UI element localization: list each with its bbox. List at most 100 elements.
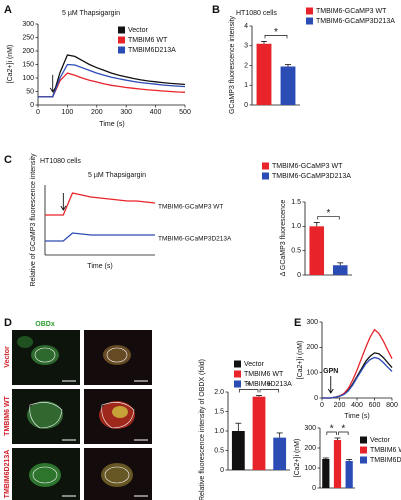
- y-tick-label: 4: [244, 23, 248, 30]
- x-tick-label: 300: [120, 109, 132, 116]
- line: [38, 72, 186, 98]
- line: [45, 192, 156, 216]
- significance-label: *: [274, 27, 278, 38]
- y-tick-label: 0.5: [291, 248, 301, 255]
- significance-bracket: [326, 431, 337, 435]
- legend-swatch: [306, 17, 313, 25]
- y-axis-label: GCaMP3 fluorescence intensity: [229, 15, 236, 114]
- legend-swatch: [234, 370, 241, 378]
- outline: [34, 347, 56, 363]
- y-tick-label: 0: [314, 395, 318, 402]
- cell: [112, 406, 128, 418]
- significance-label: *: [267, 381, 271, 392]
- bar: [256, 43, 272, 105]
- y-tick-label: 1.0: [291, 223, 301, 230]
- legend-swatch: [118, 46, 125, 54]
- y-tick-label: 200: [304, 445, 316, 452]
- y-tick-label: 2.0: [214, 389, 224, 396]
- legend-label: TMBIM6D213A: [128, 47, 176, 54]
- line: [322, 356, 393, 399]
- bar: [322, 459, 330, 488]
- outline: [101, 402, 135, 429]
- x-tick-label: 400: [150, 109, 162, 116]
- significance-bracket: [317, 216, 340, 220]
- outline: [106, 347, 128, 363]
- legend-swatch: [360, 456, 367, 464]
- bar: [231, 431, 245, 470]
- y-tick-label: 200: [22, 48, 34, 55]
- x-axis-label: Time (s): [99, 121, 124, 128]
- bar: [280, 66, 296, 105]
- bar: [273, 437, 287, 470]
- significance-label: *: [341, 424, 345, 435]
- line: [322, 352, 393, 399]
- y-tick-label: 1: [244, 82, 248, 89]
- significance-bracket: [338, 431, 349, 435]
- significance-bracket: [259, 389, 280, 393]
- y-axis-label: Δ GCaMP3 fluorescence: [280, 200, 287, 277]
- cell: [29, 463, 61, 487]
- x-tick-label: 100: [62, 109, 74, 116]
- row-label: Vector: [4, 346, 11, 368]
- bar: [345, 461, 353, 488]
- outline: [104, 466, 130, 484]
- row-label: TMBIM6 WT: [4, 395, 11, 435]
- x-axis-label: Time (s): [87, 263, 112, 270]
- chart-title: 5 µM Thapsigargin: [62, 10, 120, 17]
- legend-swatch: [118, 26, 125, 34]
- y-tick-label: 300: [306, 319, 318, 326]
- significance-bracket: [238, 389, 259, 393]
- y-tick-label: 0: [244, 102, 248, 109]
- arrow: [49, 74, 56, 93]
- y-tick-label: 0.5: [214, 447, 224, 454]
- legend-swatch: [234, 360, 241, 368]
- x-tick-label: 200: [334, 402, 346, 409]
- y-tick-label: 0: [220, 467, 224, 474]
- legend-swatch: [118, 36, 125, 44]
- panel-letter: A: [4, 4, 12, 16]
- chart-title: HT1080 cells: [236, 10, 277, 17]
- legend-label: TMBIM6D213A: [244, 381, 292, 388]
- outline: [29, 402, 63, 429]
- y-tick-label: 300: [304, 425, 316, 432]
- significance-label: *: [327, 208, 331, 219]
- y-tick-label: 2: [244, 62, 248, 69]
- bar: [332, 265, 348, 275]
- bar: [333, 440, 342, 488]
- y-tick-label: 3: [244, 43, 248, 50]
- panel-letter: E: [294, 317, 301, 329]
- line: [38, 63, 186, 98]
- y-axis-label: [Ca2+]i (nM): [7, 45, 14, 84]
- y-tick-label: 100: [22, 75, 34, 82]
- significance-bracket: [264, 35, 288, 39]
- outline: [32, 466, 58, 484]
- bar: [309, 226, 325, 275]
- x-tick-label: 500: [179, 109, 191, 116]
- y-tick-label: 250: [22, 34, 34, 41]
- y-axis-label: [Ca2+]i (nM): [297, 341, 304, 380]
- legend-swatch: [262, 172, 269, 180]
- panel-letter: B: [212, 4, 220, 16]
- legend-label: TMBIM6 WT: [370, 447, 401, 454]
- y-tick-label: 1.0: [214, 428, 224, 435]
- y-tick-label: 1.5: [291, 199, 301, 206]
- arrow: [327, 376, 334, 394]
- legend-label: TMBIM6-GCaMP3 WT: [316, 8, 387, 15]
- legend-swatch: [262, 162, 269, 170]
- line: [38, 54, 186, 98]
- y-tick-label: 200: [306, 344, 318, 351]
- y-tick-label: 150: [22, 61, 34, 68]
- significance-label: *: [247, 381, 251, 392]
- chart-title: HT1080 cells: [40, 158, 81, 165]
- legend-label: TMBIM6-GCaMP3D213A: [316, 18, 395, 25]
- x-tick-label: 800: [386, 402, 398, 409]
- series-label: TMBIM6-GCaMP3D213A: [158, 236, 232, 243]
- legend-label: Vector: [128, 27, 149, 34]
- x-tick-label: 200: [91, 109, 103, 116]
- y-tick-label: 100: [306, 370, 318, 377]
- y-tick-label: 0: [312, 485, 316, 492]
- y-axis-label: Relative fluorescence intensity of OBDX …: [199, 359, 206, 500]
- row-label: TMBIM6D213A: [4, 450, 11, 499]
- panel-letter: C: [4, 154, 12, 166]
